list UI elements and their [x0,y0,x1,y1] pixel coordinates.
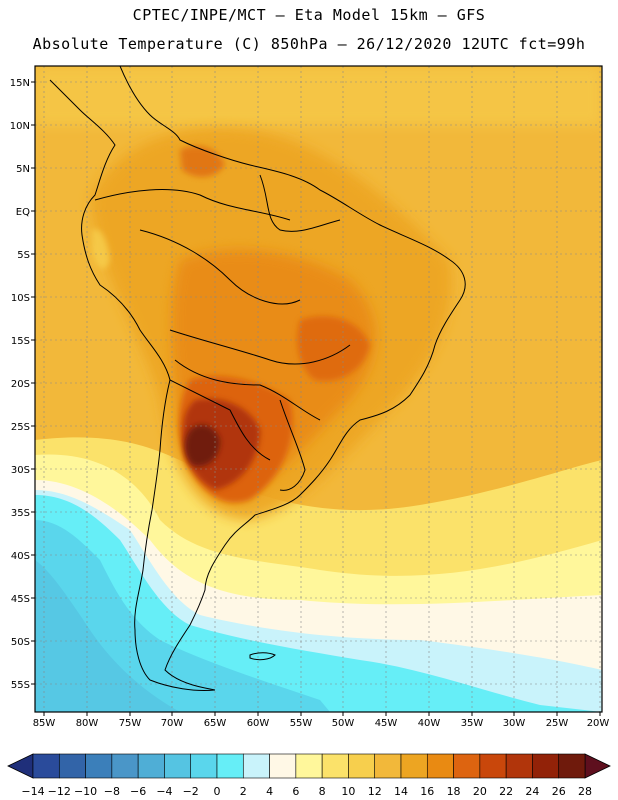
colorbar-label: 20 [473,785,487,798]
colorbar-label: 24 [525,785,539,798]
coastlines [49,66,466,691]
colorbar-label: 12 [368,785,382,798]
lat-label: 15S [11,336,30,347]
colorbar-label: 10 [341,785,355,798]
lat-label: 5N [16,164,30,175]
lat-label: 50S [11,637,30,648]
colorbar-swatch [190,753,218,779]
colorbar-swatch [321,753,349,779]
colorbar-label: 28 [578,785,592,798]
lat-label: 20S [11,379,30,390]
colorbar-high-arrow [584,753,611,779]
colorbar-swatch [111,753,139,779]
header-line-2: Absolute Temperature (C) 850hPa – 26/12/… [32,35,586,53]
colorbar-label: −10 [74,785,97,798]
colorbar-label: −4 [156,785,172,798]
colorbar-swatch [558,753,586,779]
lat-label: 5S [17,250,30,261]
lon-label: 50W [332,718,355,729]
map-frame [34,65,603,713]
colorbar-swatch [58,753,86,779]
lat-label: 45S [11,594,30,605]
lat-label: 35S [11,508,30,519]
colorbar-label: 2 [240,785,247,798]
colorbar-swatch [32,753,60,779]
lat-label: EQ [16,207,30,218]
lon-label: 45W [375,718,398,729]
lon-label: 40W [418,718,441,729]
colorbar-label: −2 [183,785,199,798]
colorbar-label: 18 [447,785,461,798]
longitude-axis: 85W 80W 75W 70W 65W 60W 55W 50W 45W 40W … [33,712,610,729]
colorbar-swatch [426,753,454,779]
colorbar-swatch [269,753,297,779]
colorbar-swatch [479,753,507,779]
colorbar-swatch [295,753,323,779]
colorbar-label: 26 [552,785,566,798]
lat-label: 10N [10,121,30,132]
lon-label: 85W [33,718,56,729]
colorbar-swatch [374,753,402,779]
colorbar-swatch [85,753,113,779]
lon-label: 20W [587,718,610,729]
colorbar-label: 6 [292,785,299,798]
lon-label: 25W [546,718,569,729]
colorbar-swatch [242,753,270,779]
colorbar-label: −12 [48,785,71,798]
lat-label: 15N [10,78,30,89]
colorbar-low-arrow [7,753,34,779]
lon-label: 80W [76,718,99,729]
lon-label: 55W [290,718,313,729]
lon-label: 35W [461,718,484,729]
lat-label: 10S [11,293,30,304]
colorbar-label: −14 [21,785,44,798]
colorbar-label: 4 [266,785,273,798]
temperature-field [35,66,602,712]
lon-label: 75W [119,718,142,729]
colorbar-label: 22 [499,785,513,798]
colorbar-swatch [505,753,533,779]
colorbar-label: 0 [214,785,221,798]
header-line-1: CPTEC/INPE/MCT – Eta Model 15km – GFS [132,6,486,24]
lat-label: 40S [11,551,30,562]
colorbar-swatch [400,753,428,779]
colorbar-label: 8 [319,785,326,798]
lon-label: 30W [503,718,526,729]
colorbar-label: −8 [104,785,120,798]
lon-label: 70W [161,718,184,729]
lat-label: 30S [11,465,30,476]
colorbar-swatch [216,753,244,779]
colorbar-swatch [453,753,481,779]
lat-label: 55S [11,680,30,691]
colorbar-swatch [348,753,376,779]
lat-label: 25S [11,422,30,433]
colorbar-swatch [137,753,165,779]
colorbar-swatch [532,753,560,779]
colorbar-label: −6 [130,785,146,798]
colorbar-swatch [164,753,192,779]
colorbar-label: 16 [420,785,434,798]
colorbar-label: 14 [394,785,408,798]
lon-label: 60W [247,718,270,729]
colorbar: −14 −12 −10 −8 −6 −4 −2 0 2 4 6 8 10 12 14 16 18 20 22 24 26… [7,753,611,798]
lon-label: 65W [204,718,227,729]
latitude-axis: 15N 10N 5N EQ 5S 10S 15S 20S 25S 30S 35S… [10,78,35,691]
